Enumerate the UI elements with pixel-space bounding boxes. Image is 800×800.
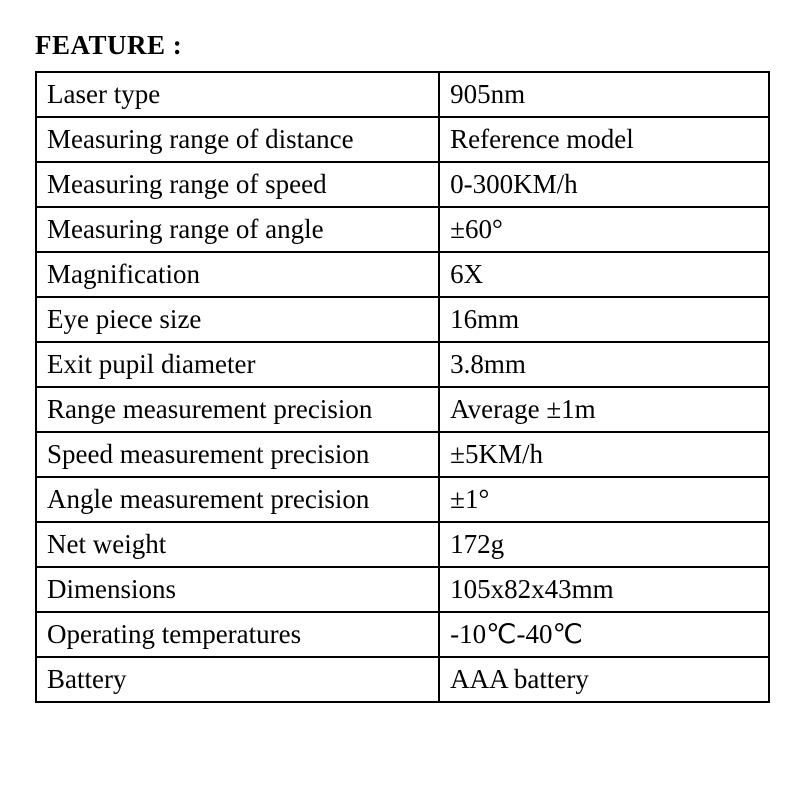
feature-value: Reference model xyxy=(439,117,769,162)
feature-label: Exit pupil diameter xyxy=(36,342,439,387)
table-row: Angle measurement precision ±1° xyxy=(36,477,769,522)
feature-label: Magnification xyxy=(36,252,439,297)
feature-label: Battery xyxy=(36,657,439,702)
table-row: Speed measurement precision ±5KM/h xyxy=(36,432,769,477)
feature-table: Laser type 905nm Measuring range of dist… xyxy=(35,71,770,703)
table-row: Magnification 6X xyxy=(36,252,769,297)
feature-value: -10℃-40℃ xyxy=(439,612,769,657)
feature-label: Measuring range of distance xyxy=(36,117,439,162)
table-row: Exit pupil diameter 3.8mm xyxy=(36,342,769,387)
section-title: FEATURE : xyxy=(35,30,770,61)
feature-value: 6X xyxy=(439,252,769,297)
feature-value: AAA battery xyxy=(439,657,769,702)
table-row: Range measurement precision Average ±1m xyxy=(36,387,769,432)
feature-label: Angle measurement precision xyxy=(36,477,439,522)
feature-value: ±5KM/h xyxy=(439,432,769,477)
feature-label: Net weight xyxy=(36,522,439,567)
feature-label: Range measurement precision xyxy=(36,387,439,432)
feature-value: ±1° xyxy=(439,477,769,522)
feature-value: 105x82x43mm xyxy=(439,567,769,612)
feature-label: Eye piece size xyxy=(36,297,439,342)
feature-label: Measuring range of angle xyxy=(36,207,439,252)
feature-value: 172g xyxy=(439,522,769,567)
table-row: Battery AAA battery xyxy=(36,657,769,702)
feature-value: 0-300KM/h xyxy=(439,162,769,207)
feature-value: 905nm xyxy=(439,72,769,117)
feature-table-body: Laser type 905nm Measuring range of dist… xyxy=(36,72,769,702)
table-row: Measuring range of speed 0-300KM/h xyxy=(36,162,769,207)
table-row: Laser type 905nm xyxy=(36,72,769,117)
feature-label: Dimensions xyxy=(36,567,439,612)
feature-label: Measuring range of speed xyxy=(36,162,439,207)
table-row: Net weight 172g xyxy=(36,522,769,567)
table-row: Operating temperatures -10℃-40℃ xyxy=(36,612,769,657)
table-row: Measuring range of angle ±60° xyxy=(36,207,769,252)
feature-label: Laser type xyxy=(36,72,439,117)
feature-label: Speed measurement precision xyxy=(36,432,439,477)
table-row: Measuring range of distance Reference mo… xyxy=(36,117,769,162)
table-row: Eye piece size 16mm xyxy=(36,297,769,342)
feature-value: 16mm xyxy=(439,297,769,342)
feature-value: 3.8mm xyxy=(439,342,769,387)
table-row: Dimensions 105x82x43mm xyxy=(36,567,769,612)
feature-label: Operating temperatures xyxy=(36,612,439,657)
feature-value: Average ±1m xyxy=(439,387,769,432)
feature-value: ±60° xyxy=(439,207,769,252)
